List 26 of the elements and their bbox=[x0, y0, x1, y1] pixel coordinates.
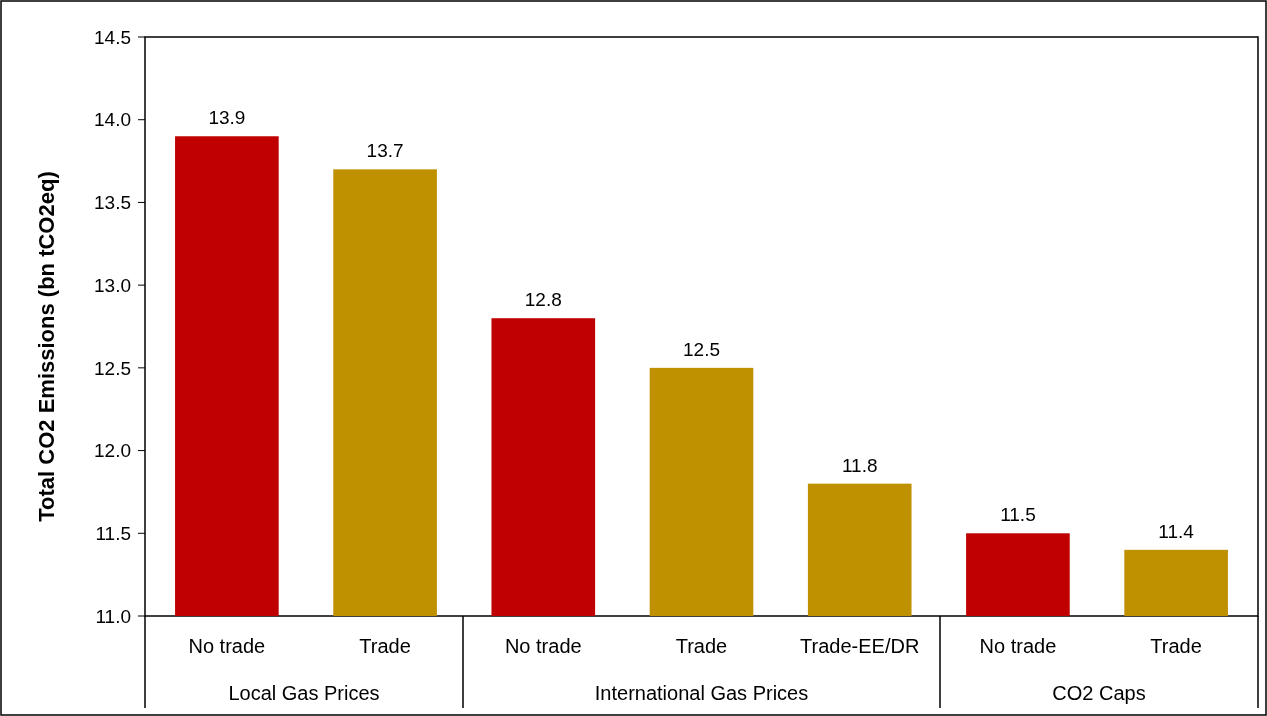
data-label: 11.8 bbox=[841, 454, 878, 476]
y-tick-label: 11.5 bbox=[95, 522, 131, 544]
x-tick-label: Trade bbox=[1150, 635, 1202, 657]
data-label: 11.5 bbox=[1000, 504, 1036, 526]
text: CO2 Caps bbox=[1052, 682, 1146, 704]
y-tick-label: 11.0 bbox=[95, 605, 131, 627]
text: Local Gas Prices bbox=[228, 682, 380, 704]
data-label: 13.9 bbox=[208, 107, 246, 129]
data-label: 12.5 bbox=[683, 338, 720, 360]
y-tick-label: 14.0 bbox=[94, 109, 131, 131]
data-label: 12.8 bbox=[524, 289, 562, 311]
x-tick-label: Trade bbox=[675, 635, 728, 657]
text: International Gas Prices bbox=[594, 682, 809, 704]
x-tick-label: No trade bbox=[188, 635, 266, 657]
y-tick-label: 13.5 bbox=[94, 192, 131, 214]
y-tick-label: 13.0 bbox=[94, 274, 131, 296]
y-tick-label: 12.5 bbox=[94, 357, 131, 379]
x-tick-label: Trade-EE/DR bbox=[800, 635, 920, 657]
data-label: 11.4 bbox=[1158, 520, 1195, 542]
y-tick-label: 12.0 bbox=[94, 440, 131, 462]
x-tick-label: No trade bbox=[979, 635, 1057, 657]
y-axis-title: Total CO2 Emissions (bn tCO2eq) bbox=[34, 171, 59, 522]
y-tick-label: 14.5 bbox=[94, 26, 131, 48]
data-label: 13.7 bbox=[366, 140, 404, 162]
x-tick-label: No trade bbox=[504, 635, 582, 657]
x-tick-label: Trade bbox=[359, 635, 411, 657]
